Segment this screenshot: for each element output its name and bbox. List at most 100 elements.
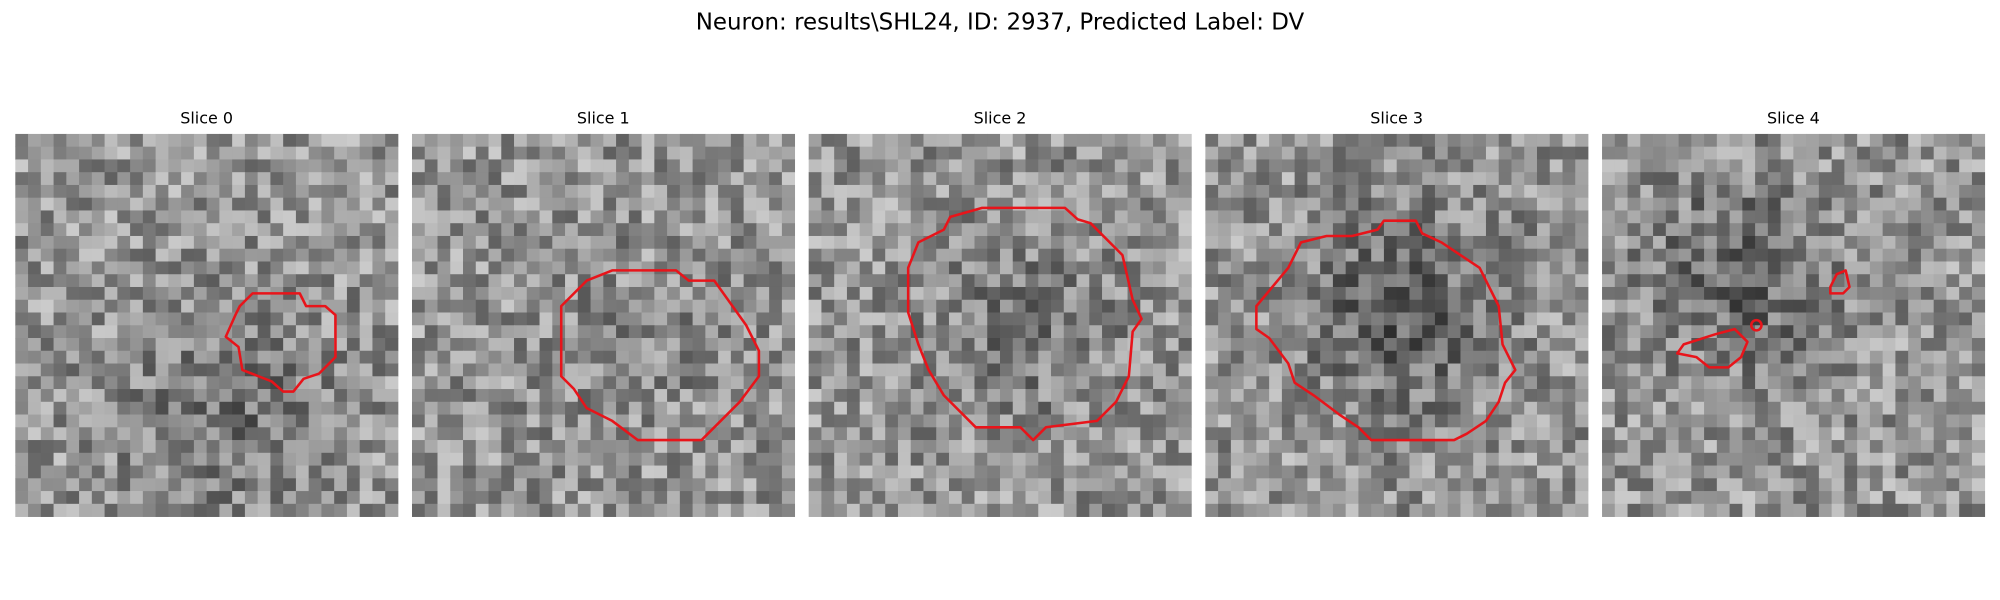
- pixel: [15, 159, 29, 173]
- pixel: [1063, 427, 1077, 441]
- pixel: [1434, 210, 1449, 224]
- pixel: [40, 465, 54, 479]
- pixel: [437, 389, 451, 403]
- pixel: [974, 146, 988, 160]
- pixel: [488, 261, 502, 275]
- pixel: [834, 159, 848, 173]
- pixel: [1780, 503, 1794, 517]
- pixel: [1089, 248, 1103, 262]
- pixel: [1869, 235, 1884, 250]
- pixel: [117, 338, 131, 352]
- pixel: [705, 133, 719, 148]
- pixel: [142, 235, 156, 250]
- pixel: [1575, 146, 1589, 160]
- pixel: [730, 146, 745, 160]
- pixel: [514, 210, 528, 224]
- pixel: [1793, 184, 1807, 199]
- pixel: [987, 350, 1001, 364]
- pixel: [1882, 159, 1896, 173]
- pixel: [1536, 235, 1551, 250]
- pixel: [552, 146, 566, 160]
- pixel: [424, 133, 438, 148]
- pixel: [1959, 350, 1973, 364]
- pixel: [936, 261, 950, 275]
- pixel: [859, 465, 873, 479]
- pixel: [53, 325, 67, 339]
- pixel: [385, 503, 399, 517]
- pixel: [1511, 248, 1525, 262]
- pixel: [1371, 452, 1385, 466]
- pixel: [834, 503, 848, 517]
- pixel: [1294, 274, 1308, 288]
- pixel: [168, 299, 182, 313]
- pixel: [705, 478, 719, 492]
- pixel: [1627, 159, 1641, 173]
- pixel: [79, 452, 93, 466]
- pixel: [641, 478, 655, 492]
- pixel: [501, 235, 515, 250]
- pixel: [628, 491, 642, 505]
- pixel: [1882, 376, 1896, 390]
- pixel: [679, 376, 693, 390]
- pixel: [283, 210, 297, 224]
- pixel: [219, 248, 233, 262]
- pixel: [15, 146, 29, 160]
- pixel: [1409, 312, 1423, 326]
- pixel: [859, 401, 873, 415]
- pixel: [1549, 235, 1563, 250]
- pixel: [104, 389, 118, 403]
- pixel: [1218, 427, 1232, 441]
- pixel: [514, 427, 528, 441]
- pixel: [1089, 312, 1103, 326]
- pixel: [53, 376, 67, 390]
- pixel: [411, 235, 426, 250]
- pixel: [1549, 274, 1563, 288]
- pixel: [1076, 427, 1090, 441]
- pixel: [1485, 210, 1500, 224]
- pixel: [808, 172, 822, 186]
- pixel: [232, 146, 246, 160]
- pixel: [232, 452, 246, 466]
- pixel: [1307, 478, 1321, 492]
- pixel: [616, 210, 630, 224]
- pixel: [40, 184, 54, 199]
- pixel: [641, 159, 655, 173]
- pixel: [359, 235, 373, 250]
- pixel: [206, 184, 220, 199]
- pixel: [1460, 312, 1474, 326]
- pixel: [91, 363, 105, 377]
- pixel: [1908, 427, 1922, 441]
- pixel: [1051, 389, 1065, 403]
- pixel: [1089, 172, 1103, 186]
- pixel: [603, 197, 617, 211]
- pixel: [526, 197, 540, 211]
- pixel: [1640, 223, 1654, 237]
- pixel: [1383, 401, 1398, 415]
- pixel: [219, 146, 233, 160]
- pixel: [1524, 363, 1538, 377]
- pixel: [1806, 350, 1820, 364]
- pixel: [1256, 197, 1270, 211]
- pixel: [1691, 172, 1705, 186]
- pixel: [1205, 491, 1219, 505]
- pixel: [244, 197, 259, 211]
- pixel: [846, 261, 861, 275]
- pixel: [1332, 478, 1347, 492]
- pixel: [1460, 274, 1474, 288]
- pixel: [1422, 325, 1436, 339]
- pixel: [475, 440, 489, 454]
- pixel: [1729, 274, 1743, 288]
- pixel: [283, 376, 297, 390]
- pixel: [1895, 261, 1909, 275]
- pixel: [142, 299, 156, 313]
- pixel: [769, 286, 783, 301]
- pixel: [923, 503, 937, 517]
- pixel: [1549, 478, 1563, 492]
- pixel: [346, 427, 361, 441]
- pixel: [53, 197, 67, 211]
- pixel: [1678, 172, 1692, 186]
- pixel: [1806, 401, 1820, 415]
- pixel: [53, 184, 67, 199]
- pixel: [244, 248, 259, 262]
- pixel: [308, 503, 322, 517]
